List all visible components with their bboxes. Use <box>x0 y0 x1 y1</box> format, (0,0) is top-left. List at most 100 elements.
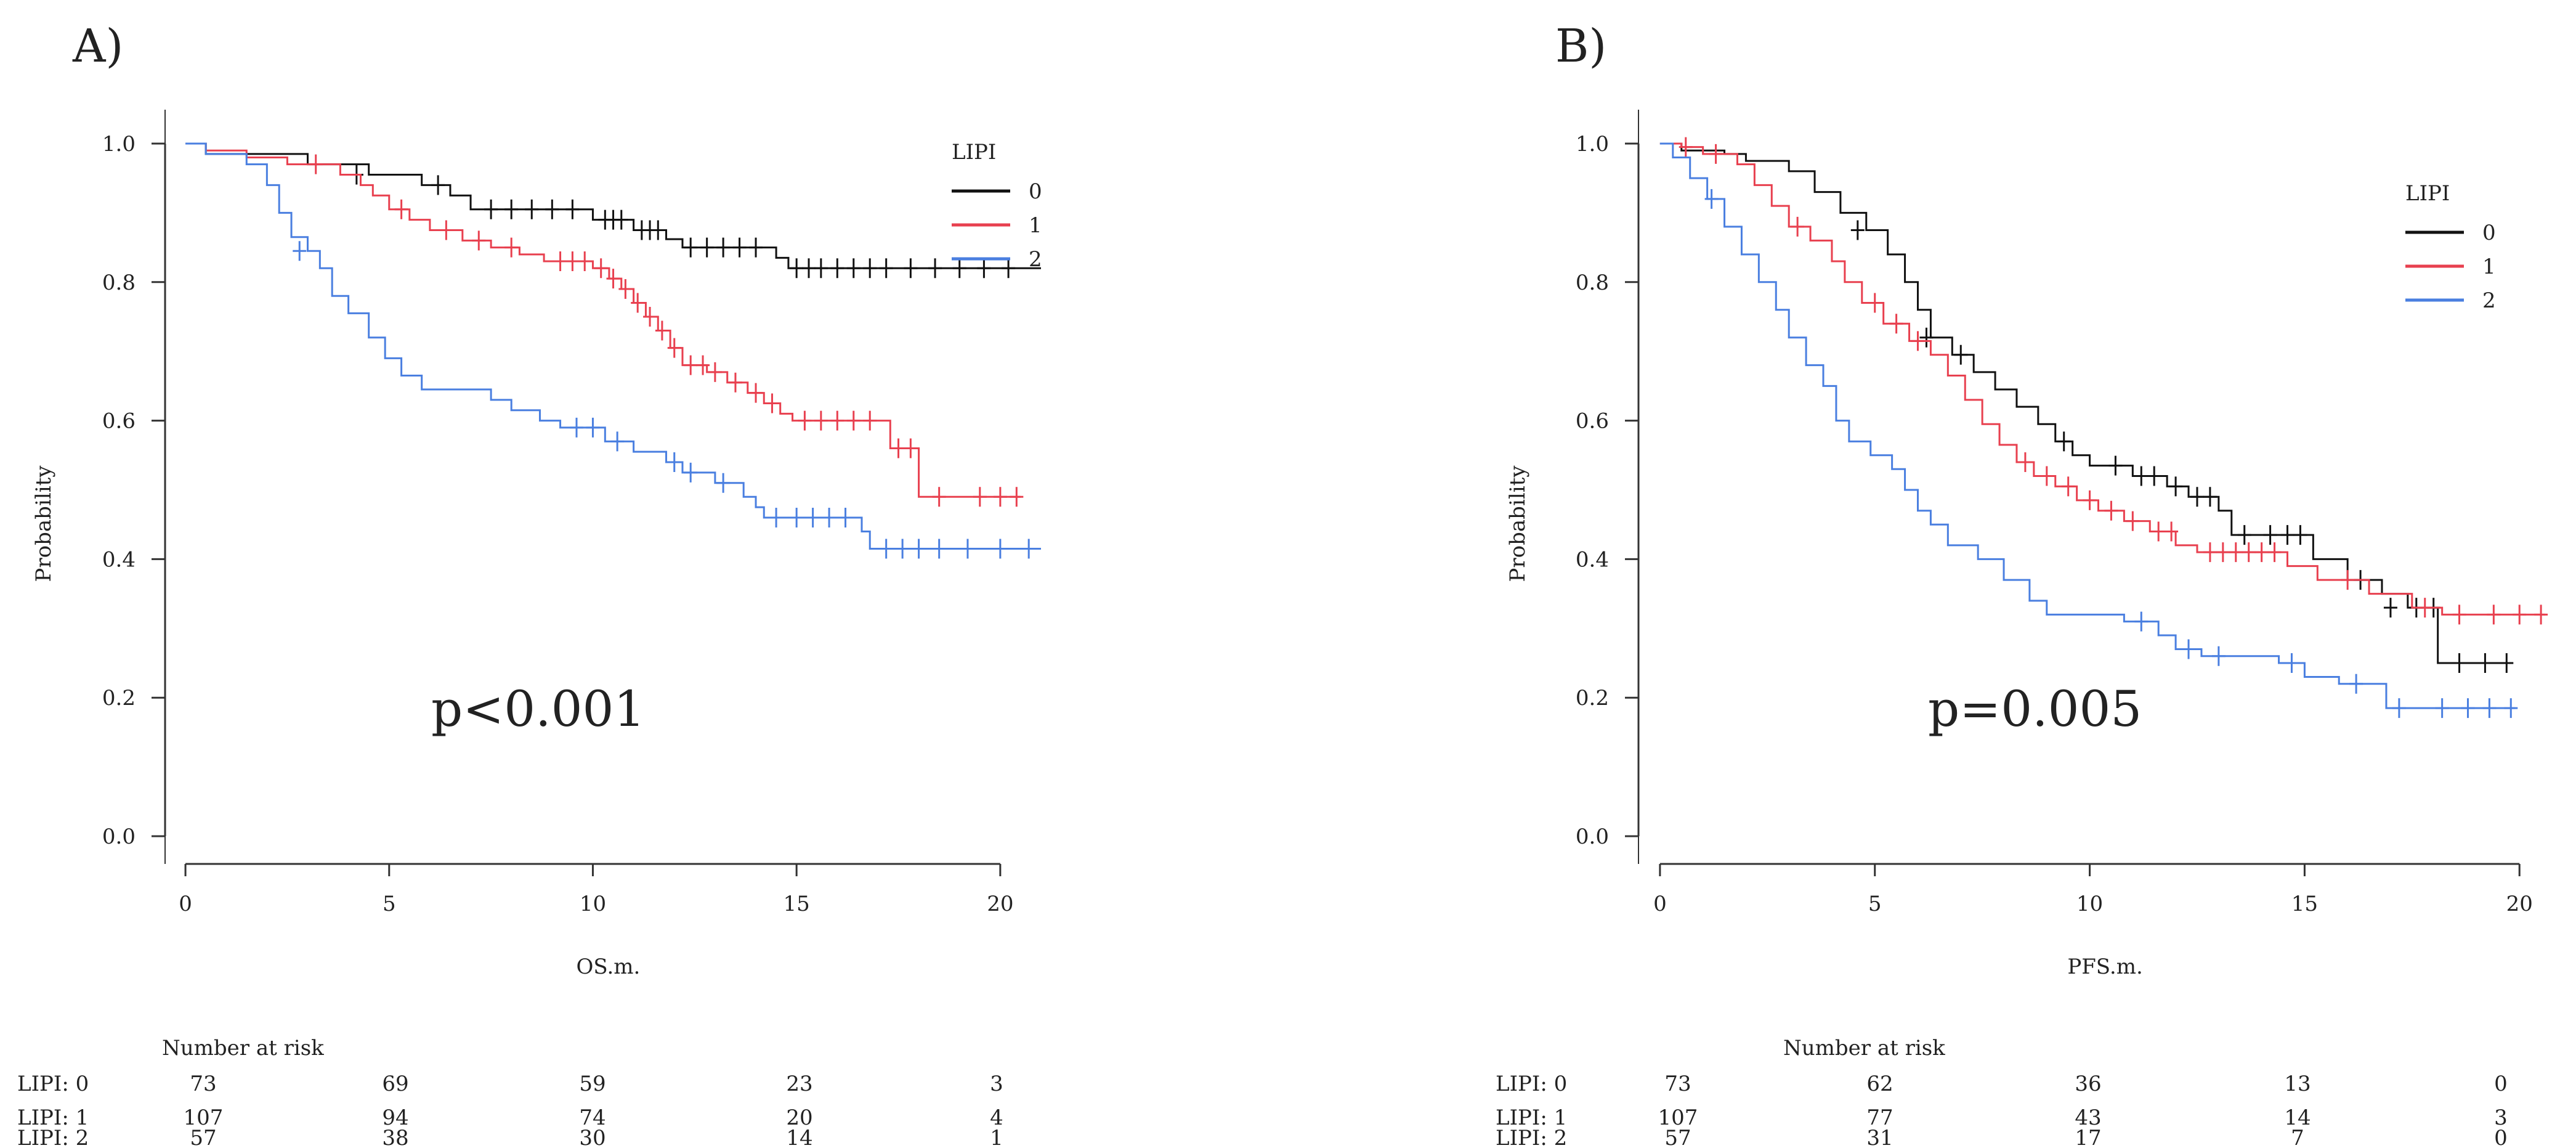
y-tick-label: 1.0 <box>1576 132 1609 157</box>
censor-mark <box>2285 653 2299 674</box>
risk-count: 73 <box>190 1072 216 1096</box>
x-tick-label: 15 <box>2291 892 2318 916</box>
censor-mark <box>565 199 580 219</box>
y-tick-label: 0.6 <box>1576 409 1609 434</box>
censor-mark <box>2534 605 2548 625</box>
censor-mark <box>912 539 926 559</box>
y-axis-label: Probability <box>31 465 56 582</box>
risk-row-label: LIPI: 2 <box>1496 1126 1567 1148</box>
x-axis-label: PFS.m. <box>2067 955 2142 979</box>
risk-row-label: LIPI: 1 <box>1496 1105 1567 1130</box>
censor-mark <box>904 258 918 279</box>
censor-mark <box>932 487 946 507</box>
censor-mark <box>973 487 987 507</box>
censor-mark <box>1709 144 1723 164</box>
censor-mark <box>830 410 844 431</box>
censor-mark <box>1010 487 1024 507</box>
censor-mark <box>732 237 747 258</box>
censor-mark <box>439 220 453 240</box>
censor-mark <box>2452 605 2466 625</box>
censor-mark <box>2392 698 2406 719</box>
censor-mark <box>2242 542 2256 563</box>
legend-label-lipi-2: 2 <box>2482 288 2496 313</box>
censor-mark <box>802 258 816 279</box>
risk-count: 14 <box>2284 1105 2311 1130</box>
censor-mark <box>1868 293 1882 313</box>
censor-mark <box>838 507 853 527</box>
censor-mark <box>2461 698 2475 719</box>
legend: LIPI 0 1 2 <box>2405 181 2496 313</box>
risk-row-label: LIPI: 0 <box>1496 1072 1567 1096</box>
censor-mark <box>2293 525 2307 545</box>
km-series-lipi-1 <box>185 142 1024 507</box>
censor-mark <box>879 258 893 279</box>
censor-mark <box>765 393 779 413</box>
risk-row-label: LIPI: 1 <box>17 1105 89 1130</box>
censor-mark <box>2500 653 2514 674</box>
censor-mark <box>570 417 584 438</box>
censor-mark <box>1911 331 1925 351</box>
km-curve-lipi-1 <box>185 142 1021 498</box>
risk-count: 30 <box>579 1126 606 1148</box>
censor-mark <box>696 355 710 375</box>
risk-count: 31 <box>1866 1126 1893 1148</box>
censor-mark <box>2267 542 2282 563</box>
y-tick-label: 0.2 <box>102 686 136 710</box>
p-value-annotation: p<0.001 <box>431 680 645 738</box>
risk-row-lipi-2: LIPI: 2 57 31 17 7 0 <box>1496 1126 2508 1148</box>
y-tick-label: 0.4 <box>102 547 136 572</box>
y-tick-label: 1.0 <box>102 132 136 157</box>
y-tick-label: 0.2 <box>1576 686 1609 710</box>
censor-mark <box>2513 605 2527 625</box>
censor-mark <box>578 251 592 272</box>
risk-row-lipi-1: LIPI: 1 107 77 43 14 3 <box>1496 1105 2508 1130</box>
risk-count: 3 <box>990 1072 1003 1096</box>
km-series-lipi-0 <box>1659 142 2514 674</box>
censor-mark <box>2487 605 2501 625</box>
censor-mark <box>2280 525 2295 545</box>
km-series-lipi-2 <box>185 142 1041 559</box>
censor-mark <box>293 241 307 261</box>
risk-count: 94 <box>382 1105 408 1130</box>
y-axis-label: Probability <box>1505 465 1530 582</box>
censor-mark <box>610 431 625 452</box>
risk-row-lipi-0: LIPI: 0 73 62 36 13 0 <box>1496 1072 2508 1096</box>
censor-mark <box>863 258 877 279</box>
risk-row-lipi-0: LIPI: 0 73 69 59 23 3 <box>17 1072 1003 1096</box>
x-tick-label: 10 <box>580 892 606 916</box>
risk-count: 77 <box>1866 1105 1893 1130</box>
legend-label-lipi-1: 1 <box>2482 254 2496 279</box>
censor-mark <box>565 251 580 272</box>
km-curve-lipi-1 <box>1659 142 2546 616</box>
risk-count: 17 <box>2075 1126 2101 1148</box>
censor-mark <box>655 320 669 341</box>
censor-mark <box>2229 542 2243 563</box>
censor-mark <box>394 199 408 219</box>
censor-mark <box>2061 476 2075 497</box>
censor-mark <box>2134 611 2149 632</box>
y-tick-label: 0.0 <box>1576 824 1609 849</box>
x-tick-label: 5 <box>1868 892 1882 916</box>
censor-mark <box>2039 466 2054 486</box>
censor-mark <box>309 154 323 174</box>
censor-mark <box>1850 220 1865 240</box>
censor-mark <box>684 462 698 482</box>
risk-count: 4 <box>990 1105 1003 1130</box>
risk-row-lipi-1: LIPI: 1 107 94 74 20 4 <box>17 1105 1003 1130</box>
censor-mark <box>2182 639 2196 659</box>
censor-mark <box>614 210 628 230</box>
censor-mark <box>2165 521 2179 542</box>
risk-count: 0 <box>2494 1072 2508 1096</box>
censor-mark <box>2349 674 2363 694</box>
censor-mark <box>2104 500 2118 521</box>
censor-mark <box>769 507 784 527</box>
censor-mark <box>716 237 731 258</box>
censor-mark <box>891 438 905 458</box>
censor-mark <box>2203 487 2217 507</box>
censor-mark <box>2383 598 2397 618</box>
censor-mark <box>2263 525 2277 545</box>
censor-mark <box>651 220 665 240</box>
censor-mark <box>2435 698 2449 719</box>
censor-mark <box>2341 570 2355 590</box>
risk-count: 20 <box>786 1105 812 1130</box>
